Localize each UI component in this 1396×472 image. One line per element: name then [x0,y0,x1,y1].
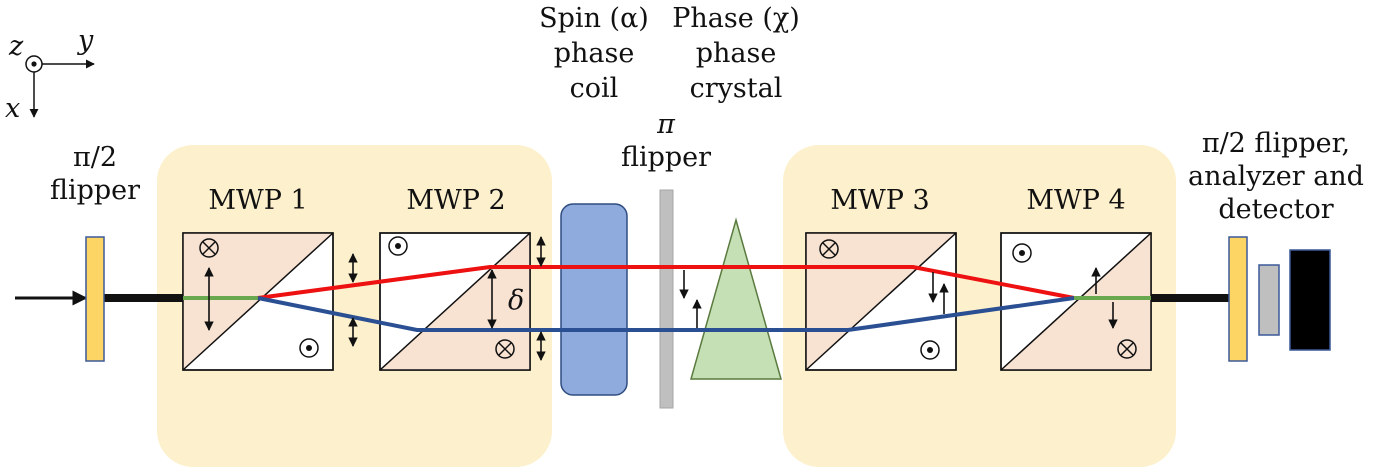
right-group-label-1: π/2 flipper, [1202,128,1350,159]
mwp-1 [182,232,334,371]
pi-half-flipper-left [85,236,105,362]
blue-path [257,296,1075,332]
field-into-page-icon [199,238,219,258]
right-group-label-2: analyzer and [1188,161,1364,192]
field-out-of-page-icon [1012,243,1032,263]
mwp-2-label: MWP 2 [406,185,505,216]
spin-coil-label-3: coil [570,73,619,104]
left-flipper-label-1: π/2 [73,142,117,173]
right-group-label-3: detector [1218,194,1333,225]
red-path [257,265,1075,300]
mwp-pair-1-background [157,145,552,467]
phase-crystal-label-2: phase [696,38,777,69]
mwp-pair-2-background [783,145,1176,467]
z-axis-label: z [8,31,24,62]
y-axis-label: y [77,25,94,56]
field-out-of-page-icon [920,340,940,360]
field-out-of-page-icon [388,236,408,256]
phase-crystal-label-3: crystal [690,73,783,104]
analyzer [1258,264,1280,336]
spin-coil-label-2: phase [554,38,635,69]
detector [1289,249,1331,351]
field-into-page-icon [819,239,839,259]
x-axis-label: x [5,93,20,124]
left-flipper-label-2: flipper [50,175,140,206]
mwp-1-label: MWP 1 [208,185,307,216]
spin-phase-coil [560,203,628,396]
pi-flipper-label-1: π [656,109,676,140]
phase-crystal-label-1: Phase (χ) [672,3,800,34]
delta-label: δ [508,285,524,316]
pi-flipper-label-2: flipper [621,142,711,173]
phase-crystal-prism [690,217,782,380]
pi-half-flipper-right [1228,236,1248,362]
spin-coil-label-1: Spin (α) [539,3,649,34]
pi-flipper-plate [659,189,674,409]
field-into-page-icon [495,339,515,359]
coordinate-axes: z y x [5,25,95,124]
field-out-of-page-icon [299,338,319,358]
field-into-page-icon [1117,339,1137,359]
spin-arrows [204,236,1118,361]
mwp-4 [1000,232,1152,371]
mwp-4-label: MWP 4 [1026,185,1125,216]
mwp-3-label: MWP 3 [830,185,929,216]
